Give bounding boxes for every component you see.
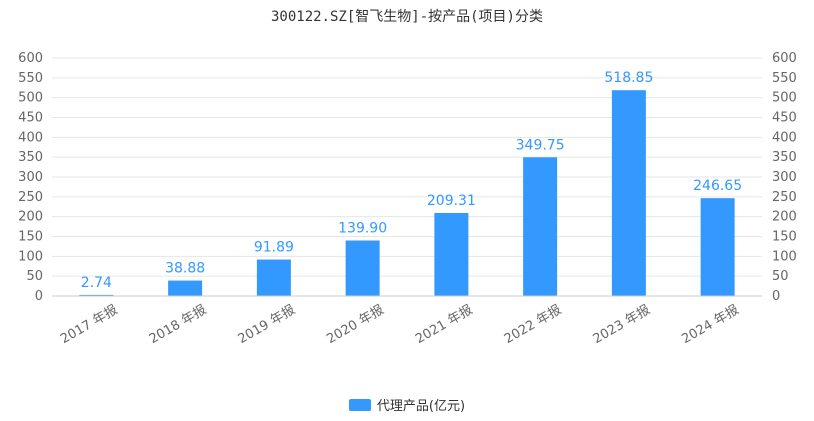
data-label: 139.90: [338, 221, 387, 237]
data-label: 349.75: [516, 137, 565, 153]
legend-swatch: [348, 399, 371, 411]
x-tick-label: 2023 年报: [591, 302, 653, 347]
bar[interactable]: [523, 157, 558, 296]
y-tick-label-left: 600: [18, 51, 43, 66]
chart-title: 300122.SZ[智飞生物]-按产品(项目)分类: [270, 9, 543, 25]
x-tick-label: 2019 年报: [236, 302, 298, 347]
y-tick-label-right: 500: [772, 91, 797, 106]
y-tick-label-left: 400: [18, 130, 43, 145]
bar[interactable]: [168, 280, 203, 296]
x-tick-label: 2024 年报: [679, 302, 741, 347]
x-tick-label: 2022 年报: [502, 302, 564, 347]
y-tick-label-left: 450: [18, 111, 43, 126]
y-tick-label-left: 500: [18, 91, 43, 106]
data-label: 2.74: [81, 275, 112, 291]
y-tick-label-left: 100: [18, 249, 43, 264]
y-tick-label-right: 400: [772, 130, 797, 145]
y-tick-label-left: 300: [18, 170, 43, 185]
y-tick-label-left: 550: [18, 71, 43, 86]
y-tick-label-left: 0: [35, 289, 43, 304]
y-tick-label-left: 250: [18, 190, 43, 205]
bar[interactable]: [345, 240, 380, 296]
x-tick-label: 2020 年报: [324, 302, 386, 347]
y-tick-label-right: 200: [772, 210, 797, 225]
y-tick-label-right: 100: [772, 249, 797, 264]
y-tick-label-right: 450: [772, 111, 797, 126]
y-tick-label-left: 350: [18, 150, 43, 165]
x-tick-label: 2018 年报: [147, 302, 209, 347]
y-tick-label-left: 200: [18, 210, 43, 225]
x-tick-label: 2021 年报: [413, 302, 475, 347]
y-tick-label-right: 550: [772, 71, 797, 86]
y-tick-label-left: 150: [18, 230, 43, 245]
data-label: 38.88: [165, 261, 205, 277]
y-tick-label-right: 150: [772, 230, 797, 245]
bar[interactable]: [700, 198, 735, 296]
bar[interactable]: [611, 90, 646, 296]
y-tick-label-right: 350: [772, 150, 797, 165]
bar[interactable]: [256, 259, 291, 296]
y-tick-label-right: 250: [772, 190, 797, 205]
y-tick-label-left: 50: [26, 269, 43, 284]
y-tick-label-right: 50: [772, 269, 789, 284]
y-tick-label-right: 300: [772, 170, 797, 185]
data-label: 246.65: [693, 178, 742, 194]
x-tick-label: 2017 年报: [58, 302, 120, 347]
data-label: 91.89: [254, 240, 294, 256]
y-tick-label-right: 0: [772, 289, 780, 304]
legend-label: 代理产品(亿元): [376, 399, 466, 414]
data-label: 209.31: [427, 193, 476, 209]
data-label: 518.85: [604, 70, 653, 86]
bar[interactable]: [79, 294, 114, 296]
bar[interactable]: [434, 212, 469, 296]
y-tick-label-right: 600: [772, 51, 797, 66]
legend[interactable]: 代理产品(亿元): [0, 395, 814, 414]
